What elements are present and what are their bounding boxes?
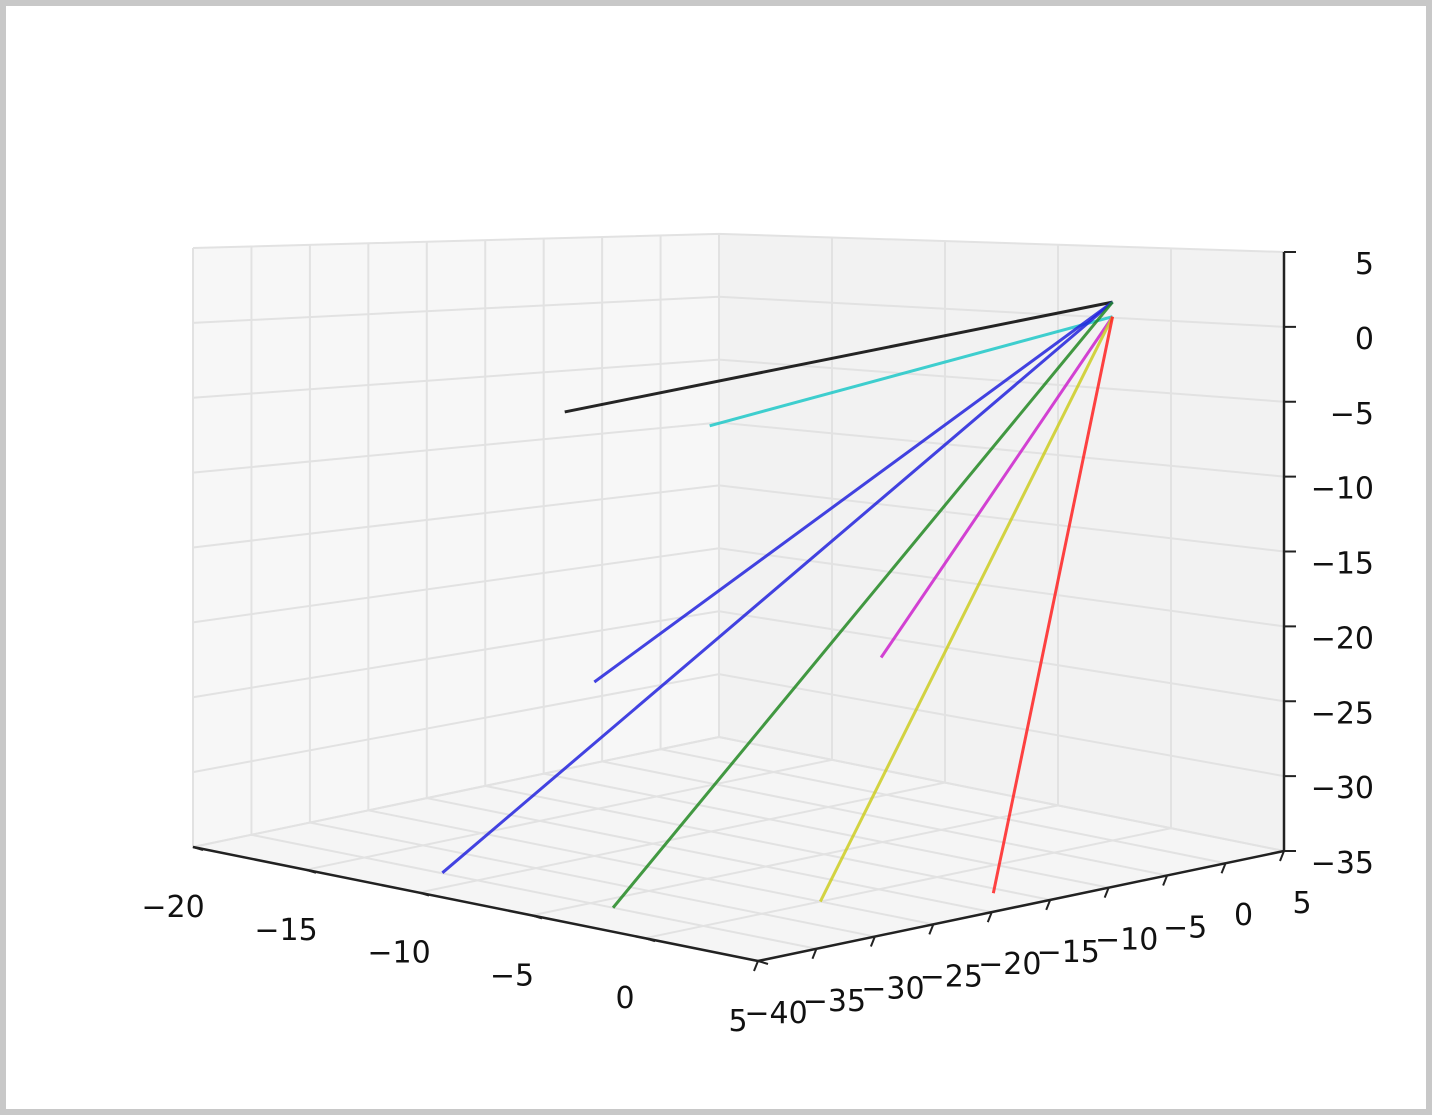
floor-pane-xy — [193, 737, 1284, 961]
x-tick-label: 0 — [615, 981, 634, 1016]
side-pane-yz — [193, 233, 719, 848]
tick-labels: −20−15−10−505−40−35−30−25−20−15−10 −5 0 550… — [141, 247, 1374, 1039]
gridline-z — [192, 358, 1285, 403]
y-tick-label: −5 — [1163, 910, 1207, 945]
y-tick — [1279, 850, 1285, 862]
series-line-7 — [818, 315, 1114, 903]
x-tick-label: 5 — [728, 1004, 747, 1039]
y-tick-label: 0 — [1234, 898, 1253, 933]
y-tick-label: −15 — [1037, 935, 1100, 970]
y-tick — [1103, 887, 1110, 899]
back-pane-xz — [719, 233, 1284, 852]
y-tick — [928, 923, 935, 935]
y-tick — [1162, 875, 1169, 886]
z-tick-label: −35 — [1311, 846, 1374, 881]
y-tick — [753, 960, 759, 972]
series-line-8 — [991, 316, 1115, 894]
x-tick-label: −10 — [367, 936, 430, 971]
y-tick-label: 5 — [1292, 886, 1311, 921]
y-tick-label: −40 — [744, 996, 807, 1031]
series-line-5 — [879, 315, 1114, 659]
x-tick — [531, 914, 543, 920]
y-tick — [1220, 862, 1227, 874]
x-tick — [192, 846, 204, 851]
x-tick — [757, 960, 769, 965]
x-tick-label: −5 — [490, 958, 534, 993]
y-tick — [986, 911, 993, 923]
x-tick — [644, 937, 656, 943]
grid-lines — [192, 232, 1285, 962]
z-tick-label: 0 — [1355, 322, 1374, 357]
z-tick-label: −20 — [1311, 621, 1374, 656]
gridline-z — [192, 610, 1285, 703]
gridline-z — [192, 547, 1285, 628]
3d-line-chart: −20−15−10−505−40−35−30−25−20−15−10 −5 0 550… — [141, 232, 1374, 1039]
y-axis-line — [757, 849, 1285, 963]
x-axis-line — [192, 845, 759, 963]
z-tick-label: −30 — [1311, 771, 1374, 806]
z-tick-label: −5 — [1330, 397, 1374, 432]
z-tick-label: 5 — [1355, 247, 1374, 282]
y-tick — [1045, 899, 1052, 911]
x-tick — [418, 891, 430, 897]
x-tick-label: −15 — [254, 913, 317, 948]
gridline-z — [192, 735, 1285, 852]
data-series — [441, 300, 1115, 909]
y-tick — [811, 948, 818, 960]
y-tick — [869, 936, 876, 947]
y-tick-label: −35 — [803, 984, 866, 1019]
series-line-2 — [709, 315, 1113, 428]
axis-lines — [192, 251, 1296, 972]
series-line-4 — [441, 300, 1114, 874]
x-tick — [305, 868, 317, 874]
gridline-z — [192, 232, 1285, 253]
y-tick-label: −20 — [978, 947, 1041, 982]
series-line-1 — [564, 300, 1113, 414]
x-tick-label: −20 — [141, 890, 204, 925]
z-tick-label: −15 — [1311, 547, 1374, 582]
y-tick-label: −10 — [1095, 923, 1158, 958]
y-tick-label: −25 — [920, 959, 983, 994]
axis-panes — [193, 233, 1284, 961]
series-line-3 — [593, 300, 1114, 684]
z-tick-label: −25 — [1311, 696, 1374, 731]
y-tick-label: −30 — [861, 972, 924, 1007]
z-tick-label: −10 — [1311, 472, 1374, 507]
gridline-z — [192, 673, 1285, 778]
gridline-z — [192, 484, 1285, 553]
series-line-6 — [611, 301, 1114, 909]
